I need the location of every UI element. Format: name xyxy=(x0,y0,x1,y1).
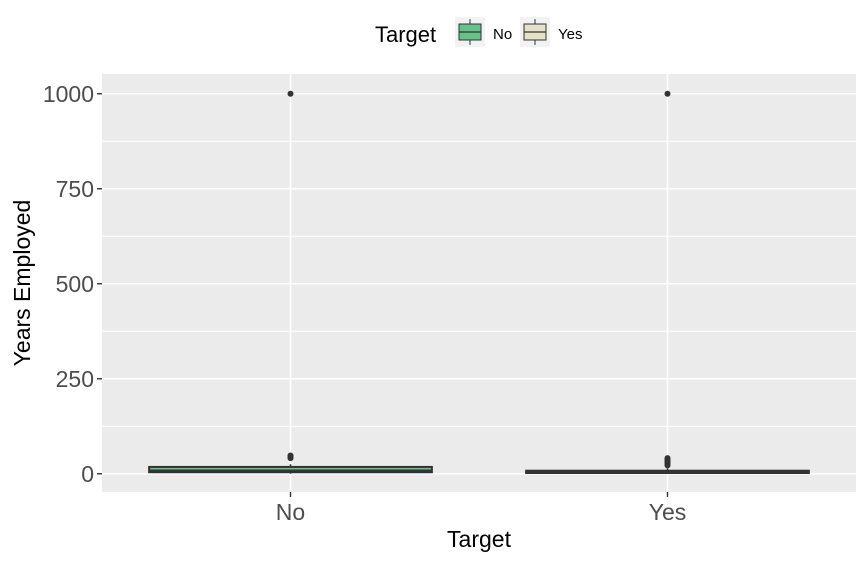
legend-item-yes: Yes xyxy=(520,17,582,47)
outlier-point xyxy=(287,90,294,97)
legend-title: Target xyxy=(375,22,436,47)
legend-item-no: No xyxy=(455,17,512,47)
x-axis-title: Target xyxy=(447,526,512,552)
outlier-point xyxy=(664,90,671,97)
outlier-point xyxy=(287,452,294,459)
legend-label: Yes xyxy=(558,26,582,43)
y-tick-label: 1000 xyxy=(43,81,94,107)
box-no xyxy=(148,90,433,474)
gridlines xyxy=(102,74,856,492)
box-yes xyxy=(525,90,810,475)
y-tick-label: 750 xyxy=(56,176,94,202)
outlier-point xyxy=(664,455,671,462)
x-tick-label: Yes xyxy=(649,499,687,525)
y-tick-label: 0 xyxy=(81,461,94,487)
legend: Target No Yes xyxy=(375,17,582,47)
axes: 0 250 500 750 1000 No Yes xyxy=(43,81,686,525)
y-tick-label: 250 xyxy=(56,366,94,392)
y-tick-label: 500 xyxy=(56,271,94,297)
legend-label: No xyxy=(493,26,512,43)
y-axis-title: Years Employed xyxy=(9,200,35,367)
box-layer xyxy=(148,90,810,475)
x-tick-label: No xyxy=(276,499,305,525)
